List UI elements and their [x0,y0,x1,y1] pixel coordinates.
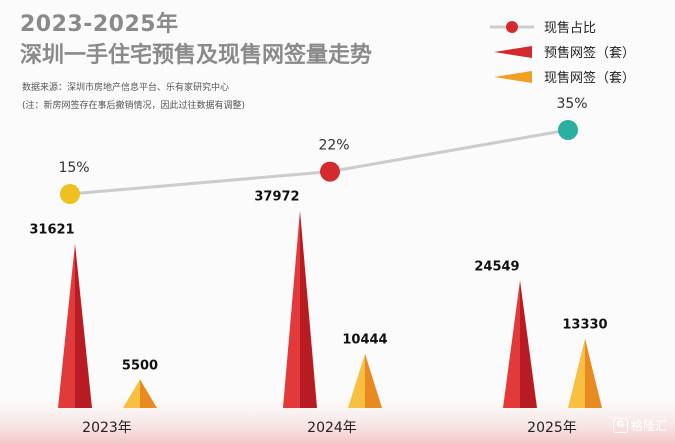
watermark-logo-icon: G [612,418,628,433]
watermark: G 格隆汇 [612,417,667,434]
spotsale-value-label: 5500 [122,358,158,373]
legend-label-share: 现售占比 [544,21,597,36]
presale-bar [283,210,317,408]
share-point [320,161,340,182]
chart-title-line1: 2023-2025年 [20,12,179,37]
share-value-label: 35% [556,96,587,112]
legend: 现售占比 预售网签（套） 现售网签（套） [488,14,635,89]
presale-bar-left-face [58,243,75,408]
data-source: 数据来源：深圳市房地产信息平台、乐有家研究中心 [22,83,230,93]
x-tick-label: 2024年 [307,420,357,436]
spotsale-bar-left-face [348,353,365,408]
presale-value-label: 24549 [474,259,519,274]
spotsale-bar-left-face [568,338,585,408]
spotsale-bar-right-face [140,379,157,408]
legend-line-dot-icon [490,20,534,33]
floor-band [0,388,675,444]
data-note: (注：新房网签存在事后撤销情况，因此过往数据有调整) [22,101,246,111]
x-tick-label: 2023年 [82,420,132,436]
presale-bar-right-face [75,243,92,408]
legend-orange-triangle-icon [494,70,532,83]
legend-red-triangle-icon [494,45,532,58]
chart-title-line2: 深圳一手住宅预售及现售网签量走势 [20,43,373,68]
legend-item-spotsale: 现售网签（套） [488,64,635,89]
presale-bar [503,280,537,408]
share-point [558,120,578,140]
spotsale-bar-right-face [365,353,382,408]
x-tick-label: 2025年 [527,420,577,436]
share-value-label: 22% [318,138,349,154]
legend-label-spotsale: 现售网签（套） [544,71,636,86]
spotsale-bar [123,379,157,408]
legend-label-presale: 预售网签（套） [544,46,636,61]
legend-item-share: 现售占比 [488,14,635,39]
presale-bar-left-face [283,210,300,408]
presale-bar-left-face [503,280,520,408]
legend-item-presale: 预售网签（套） [488,39,635,64]
spotsale-bar-left-face [123,379,140,408]
presale-bar-right-face [520,280,537,408]
presale-value-label: 37972 [254,190,299,205]
spotsale-value-label: 13330 [562,318,607,333]
presale-value-label: 31621 [29,223,74,238]
presale-bar-right-face [300,210,317,408]
spotsale-bar [348,353,382,408]
spotsale-bar-right-face [585,338,602,408]
presale-bar [58,243,92,408]
share-point [60,184,80,204]
spotsale-bar [568,338,602,408]
share-value-label: 15% [58,160,89,176]
spotsale-value-label: 10444 [342,333,387,348]
watermark-text: 格隆汇 [630,419,667,433]
